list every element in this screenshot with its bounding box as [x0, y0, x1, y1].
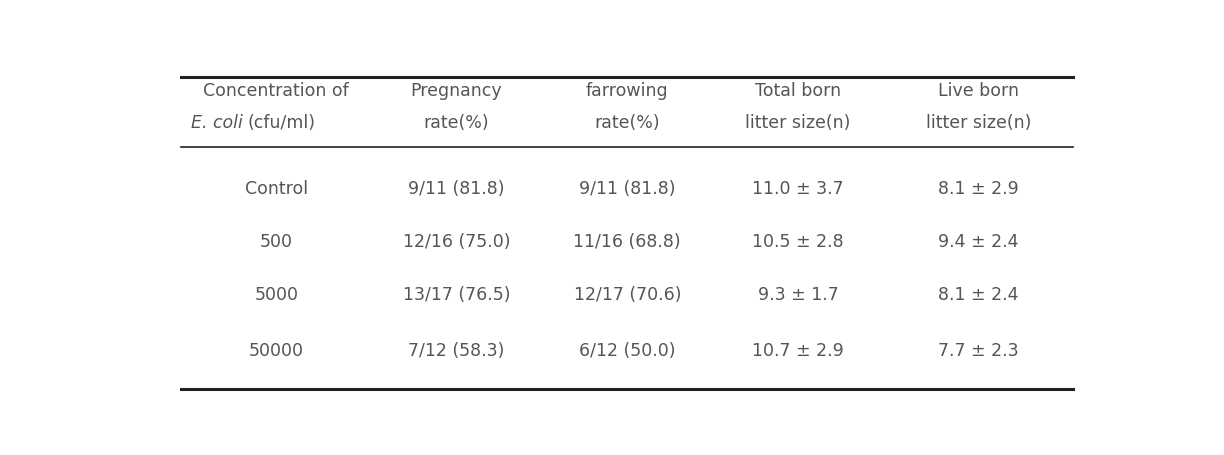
Text: 11.0 ± 3.7: 11.0 ± 3.7	[753, 181, 843, 198]
Text: 12/16 (75.0): 12/16 (75.0)	[403, 233, 510, 251]
Text: 8.1 ± 2.9: 8.1 ± 2.9	[938, 181, 1018, 198]
Text: rate(%): rate(%)	[595, 114, 660, 132]
Text: Pregnancy: Pregnancy	[411, 82, 502, 101]
Text: 12/17 (70.6): 12/17 (70.6)	[574, 286, 681, 303]
Text: 10.7 ± 2.9: 10.7 ± 2.9	[753, 342, 843, 359]
Text: 5000: 5000	[255, 286, 299, 303]
Text: 9.3 ± 1.7: 9.3 ± 1.7	[758, 286, 838, 303]
Text: 9.4 ± 2.4: 9.4 ± 2.4	[938, 233, 1018, 251]
Text: Control: Control	[245, 181, 308, 198]
Text: 13/17 (76.5): 13/17 (76.5)	[403, 286, 510, 303]
Text: Concentration of: Concentration of	[203, 82, 349, 101]
Text: Total born: Total born	[755, 82, 841, 101]
Text: 7.7 ± 2.3: 7.7 ± 2.3	[938, 342, 1018, 359]
Text: 500: 500	[259, 233, 293, 251]
Text: 9/11 (81.8): 9/11 (81.8)	[409, 181, 504, 198]
Text: rate(%): rate(%)	[424, 114, 490, 132]
Text: Live born: Live born	[938, 82, 1018, 101]
Text: litter size(n): litter size(n)	[925, 114, 1031, 132]
Text: litter size(n): litter size(n)	[745, 114, 851, 132]
Text: 11/16 (68.8): 11/16 (68.8)	[574, 233, 681, 251]
Text: 6/12 (50.0): 6/12 (50.0)	[579, 342, 676, 359]
Text: E. coli: E. coli	[191, 114, 244, 132]
Text: (cfu/ml): (cfu/ml)	[247, 114, 316, 132]
Text: 9/11 (81.8): 9/11 (81.8)	[579, 181, 676, 198]
Text: 50000: 50000	[248, 342, 304, 359]
Text: farrowing: farrowing	[586, 82, 668, 101]
Text: 10.5 ± 2.8: 10.5 ± 2.8	[753, 233, 843, 251]
Text: 8.1 ± 2.4: 8.1 ± 2.4	[938, 286, 1018, 303]
Text: 7/12 (58.3): 7/12 (58.3)	[409, 342, 504, 359]
